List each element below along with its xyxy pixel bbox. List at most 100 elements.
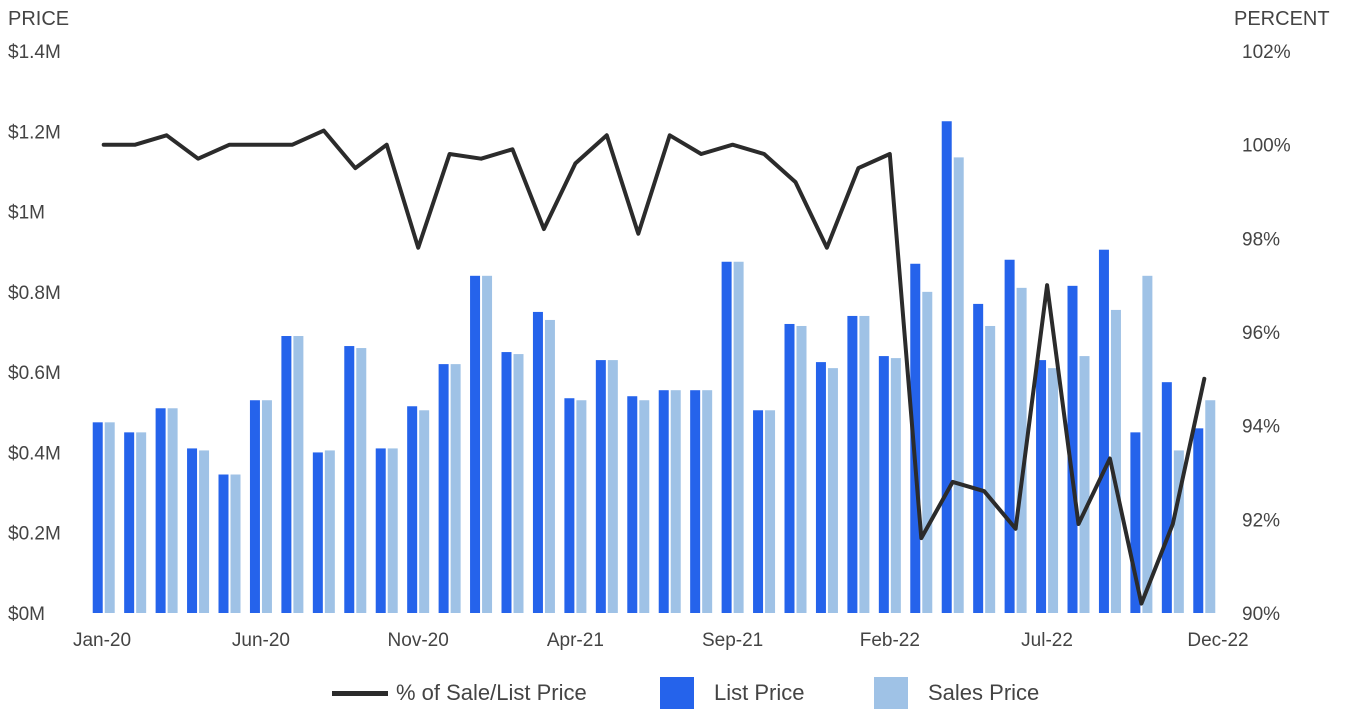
bar-list-price: [218, 474, 229, 613]
bar-sales-price: [576, 400, 587, 613]
bar-list-price: [690, 390, 701, 613]
bar-sales-price: [513, 354, 524, 613]
legend-item-sales: Sales Price: [874, 676, 1039, 710]
bar-sales-price: [387, 448, 398, 613]
bar-sales-price: [1110, 309, 1121, 613]
bar-list-price: [878, 356, 889, 613]
bar-list-price: [658, 390, 669, 613]
bar-sales-price: [859, 315, 870, 613]
bar-sales-price: [890, 358, 901, 613]
bar-sales-price: [544, 319, 555, 613]
y-right-tick-label: 100%: [1242, 136, 1291, 157]
legend-item-list: List Price: [660, 676, 804, 710]
bar-list-price: [281, 336, 292, 613]
legend-swatch-list: [660, 677, 694, 709]
bar-list-price: [1161, 382, 1172, 613]
x-tick-label: Nov-20: [388, 630, 449, 651]
y-right-tick-label: 92%: [1242, 510, 1280, 531]
bar-sales-price: [199, 450, 210, 613]
bar-list-price: [721, 261, 732, 613]
bar-list-price: [249, 400, 260, 613]
bar-list-price: [1067, 285, 1078, 613]
y-left-tick-label: $1.4M: [8, 42, 61, 63]
x-tick-label: Sep-21: [702, 630, 763, 651]
legend-swatch-sales: [874, 677, 908, 709]
y-right-tick-label: 90%: [1242, 604, 1280, 625]
y-left-tick-label: $1.2M: [8, 122, 61, 143]
bar-sales-price: [670, 390, 681, 613]
y-left-tick-label: $0.4M: [8, 443, 61, 464]
legend-label-list: List Price: [714, 680, 805, 705]
bar-sales-price: [136, 432, 147, 613]
y-right-tick-label: 96%: [1242, 323, 1280, 344]
y-left-tick-label: $0M: [8, 604, 45, 625]
bar-list-price: [124, 432, 135, 613]
legend-label-ratio: % of Sale/List Price: [396, 680, 587, 705]
bar-list-price: [1098, 249, 1109, 613]
bar-list-price: [1193, 428, 1204, 613]
bar-list-price: [344, 346, 355, 613]
bar-sales-price: [293, 336, 304, 613]
x-tick-label: Apr-21: [547, 630, 604, 651]
line-sale-list-ratio: [101, 128, 1207, 606]
bar-sales-price: [985, 325, 996, 613]
bar-sales-price: [167, 408, 178, 613]
y-right-tick-label: 94%: [1242, 417, 1280, 438]
bar-list-price: [564, 398, 575, 613]
bar-list-price: [532, 311, 543, 613]
bar-sales-price: [230, 474, 241, 613]
bar-list-price: [92, 422, 103, 613]
x-tick-label: Feb-22: [860, 630, 920, 651]
bar-sales-price: [261, 400, 272, 613]
bar-sales-price: [1079, 356, 1090, 613]
bar-sales-price: [104, 422, 115, 613]
bar-list-price: [815, 362, 826, 613]
bar-list-price: [501, 352, 512, 613]
bar-sales-price: [1173, 450, 1184, 613]
right-axis-title: PERCENT: [1234, 8, 1330, 30]
bar-list-price: [187, 448, 198, 613]
bar-sales-price: [733, 261, 744, 613]
bar-sales-price: [607, 360, 618, 613]
bar-list-price: [312, 452, 323, 613]
bar-list-price: [407, 406, 418, 613]
y-right-tick-label: 98%: [1242, 229, 1280, 250]
y-right-tick-label: 102%: [1242, 42, 1291, 63]
bar-list-price: [753, 410, 764, 613]
y-left-tick-label: $0.8M: [8, 283, 61, 304]
x-tick-label: Jul-22: [1021, 630, 1073, 651]
bar-list-price: [910, 263, 921, 613]
bar-list-price: [1036, 360, 1047, 613]
bar-list-price: [784, 323, 795, 613]
y-left-tick-label: $1M: [8, 203, 45, 224]
legend-item-ratio: % of Sale/List Price: [332, 676, 587, 710]
y-left-tick-label: $0.6M: [8, 363, 61, 384]
bar-sales-price: [419, 410, 430, 613]
x-tick-label: Dec-22: [1187, 630, 1248, 651]
bar-list-price: [375, 448, 386, 613]
bar-list-price: [941, 121, 952, 613]
left-axis-title: PRICE: [8, 8, 70, 30]
x-tick-label: Jun-20: [232, 630, 290, 651]
bar-sales-price: [796, 325, 807, 613]
bar-sales-price: [324, 450, 335, 613]
bar-sales-price: [482, 275, 493, 613]
bar-list-price: [1130, 432, 1141, 613]
bar-list-price: [847, 315, 858, 613]
bar-sales-price: [1016, 287, 1027, 613]
bar-sales-price: [1205, 400, 1216, 613]
bar-sales-price: [639, 400, 650, 613]
bar-list-price: [155, 408, 166, 613]
bar-sales-price: [765, 410, 776, 613]
bar-sales-price: [450, 364, 461, 613]
bar-list-price: [973, 303, 984, 613]
bar-sales-price: [702, 390, 713, 613]
bar-sales-price: [953, 157, 964, 613]
x-tick-label: Jan-20: [73, 630, 131, 651]
bar-sales-price: [1142, 275, 1153, 613]
bar-list-price: [438, 364, 449, 613]
bar-sales-price: [922, 291, 933, 613]
bar-list-price: [1004, 259, 1015, 613]
bar-sales-price: [1048, 368, 1059, 613]
bar-sales-price: [356, 348, 367, 613]
